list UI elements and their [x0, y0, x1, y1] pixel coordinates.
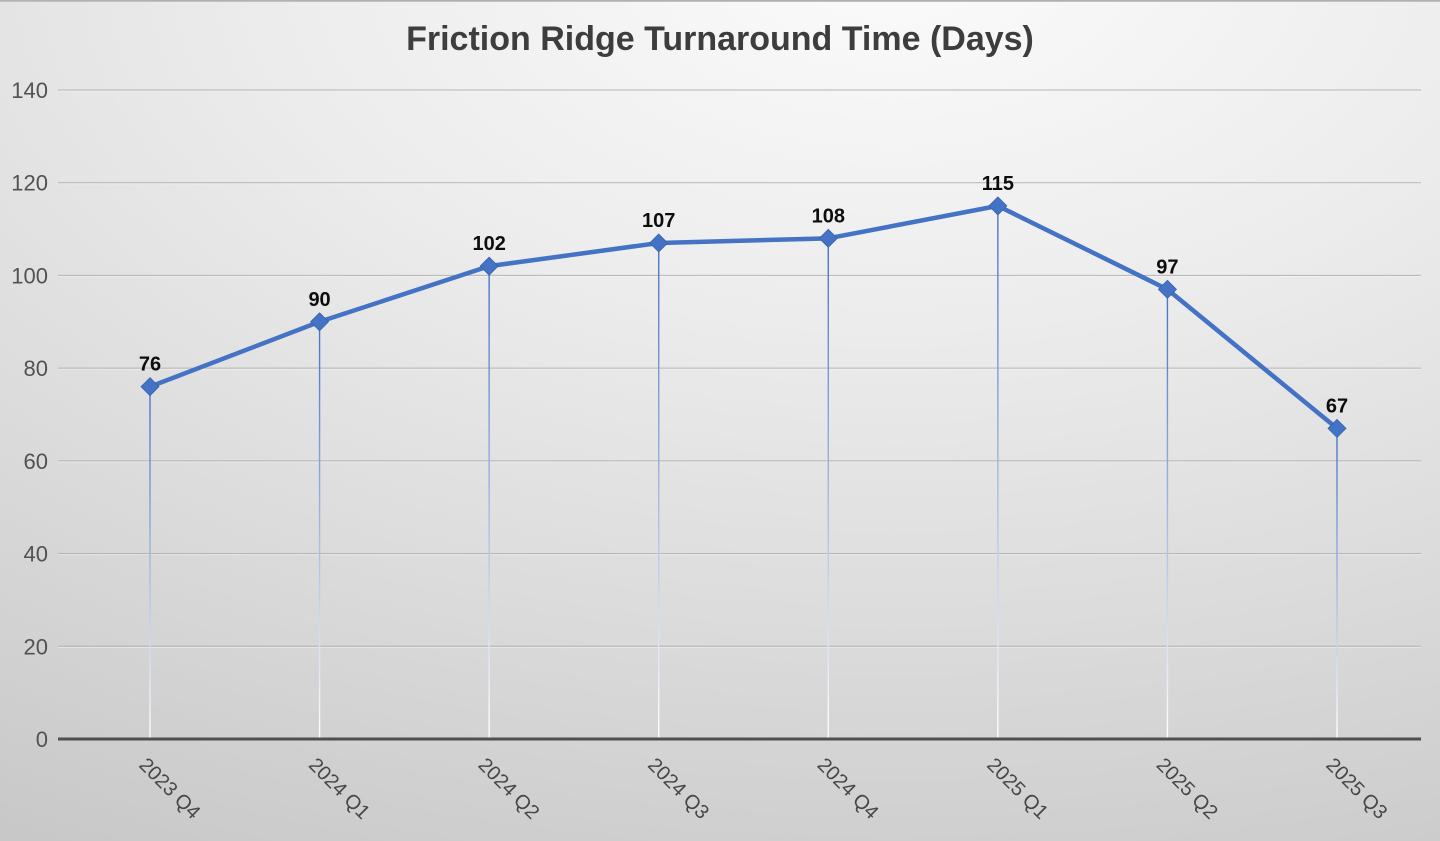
y-tick-label: 40	[24, 542, 48, 567]
data-point-label: 115	[982, 173, 1014, 195]
data-point-label: 102	[472, 233, 505, 255]
x-axis-label: 2024 Q4	[813, 754, 883, 824]
gridlines-group	[58, 89, 1421, 648]
x-axis-label: 2024 Q3	[643, 754, 713, 824]
x-axis-label: 2025 Q1	[982, 754, 1052, 824]
data-point-label: 90	[308, 289, 330, 311]
x-axis-label: 2023 Q4	[134, 754, 204, 824]
x-axis-label: 2025 Q2	[1152, 754, 1222, 824]
data-point-label: 107	[642, 210, 675, 232]
data-point-marker	[310, 312, 330, 332]
labels-group: 0 20 40 60 80 100 120 140 76 90 102 107 108 115 97 67 20…	[11, 78, 1391, 824]
x-axis-label: 2025 Q3	[1321, 754, 1391, 824]
data-point-marker	[649, 233, 669, 253]
y-tick-label: 20	[24, 634, 48, 659]
data-point-marker	[1327, 418, 1347, 438]
data-point-marker	[988, 196, 1008, 216]
y-tick-label: 80	[24, 356, 48, 381]
y-tick-label: 0	[36, 727, 48, 752]
top-edge-shadow	[0, 0, 1440, 2]
data-point-marker	[140, 377, 160, 397]
chart-title: Friction Ridge Turnaround Time (Days)	[406, 20, 1034, 58]
y-tick-label: 120	[11, 171, 48, 196]
y-tick-label: 100	[11, 263, 48, 288]
data-point-label: 108	[812, 205, 845, 227]
data-point-label: 67	[1326, 395, 1348, 417]
y-tick-label: 140	[11, 78, 48, 103]
y-tick-label: 60	[24, 449, 48, 474]
data-point-label: 76	[139, 354, 161, 376]
drop-lines-group	[149, 205, 1338, 739]
x-axis-label: 2024 Q1	[304, 754, 374, 824]
series-group	[140, 196, 1347, 438]
x-axis-label: 2024 Q2	[474, 754, 544, 824]
data-point-marker	[818, 228, 838, 248]
data-point-marker	[1157, 279, 1177, 299]
series-line	[147, 203, 1340, 431]
data-point-marker	[479, 256, 499, 276]
data-point-label: 97	[1156, 256, 1178, 278]
